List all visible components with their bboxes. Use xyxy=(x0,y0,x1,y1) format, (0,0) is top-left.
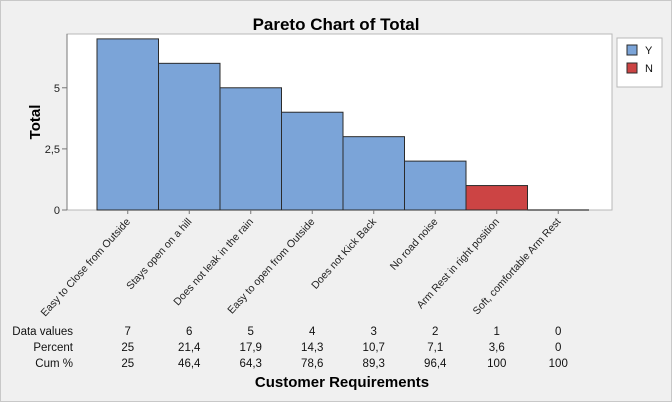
table-cell: 96,4 xyxy=(424,358,447,370)
table-row-label: Cum % xyxy=(35,358,73,370)
y-tick-label: 5 xyxy=(54,83,60,95)
legend-swatch xyxy=(626,62,638,74)
y-axis-title: Total xyxy=(27,105,44,140)
legend-box xyxy=(616,37,663,88)
bar xyxy=(465,185,528,211)
table-cell: 3,6 xyxy=(489,342,505,354)
table-cell: 100 xyxy=(549,358,568,370)
table-cell: 6 xyxy=(186,326,192,338)
table-cell: 1 xyxy=(494,326,500,338)
x-category-label: Easy to Close from Outside xyxy=(39,216,134,319)
x-axis-title: Customer Requirements xyxy=(255,374,429,391)
table-cell: 25 xyxy=(121,342,134,354)
legend-label: Y xyxy=(645,45,653,57)
y-tick-label: 0 xyxy=(54,205,60,217)
table-cell: 21,4 xyxy=(178,342,201,354)
x-category-label: Does not Kick Back xyxy=(309,215,379,291)
table-cell: 0 xyxy=(555,342,561,354)
table-row-label: Percent xyxy=(33,342,73,354)
table-cell: 89,3 xyxy=(363,358,385,370)
table-row-label: Data values xyxy=(12,326,73,338)
y-tick-label: 2,5 xyxy=(45,144,60,156)
table-cell: 14,3 xyxy=(301,342,323,354)
table-cell: 3 xyxy=(371,326,377,338)
legend-swatch xyxy=(626,44,638,56)
bar xyxy=(281,111,344,211)
table-cell: 2 xyxy=(432,326,438,338)
table-cell: 7 xyxy=(125,326,131,338)
bar xyxy=(219,87,282,211)
legend-label: N xyxy=(645,63,653,75)
table-cell: 64,3 xyxy=(240,358,262,370)
table-cell: 25 xyxy=(121,358,134,370)
chart-title: Pareto Chart of Total xyxy=(253,15,420,34)
x-category-label: No road noise xyxy=(388,216,441,273)
x-category-label: Stays open on a hill xyxy=(124,216,194,292)
table-cell: 100 xyxy=(487,358,506,370)
bar xyxy=(342,136,405,211)
table-cell: 7,1 xyxy=(427,342,443,354)
table-cell: 10,7 xyxy=(363,342,385,354)
bar xyxy=(404,160,467,211)
table-cell: 4 xyxy=(309,326,316,338)
bar xyxy=(96,38,159,211)
table-cell: 46,4 xyxy=(178,358,201,370)
bar xyxy=(158,62,221,211)
table-cell: 0 xyxy=(555,326,561,338)
table-cell: 17,9 xyxy=(240,342,262,354)
table-cell: 78,6 xyxy=(301,358,323,370)
table-cell: 5 xyxy=(248,326,254,338)
